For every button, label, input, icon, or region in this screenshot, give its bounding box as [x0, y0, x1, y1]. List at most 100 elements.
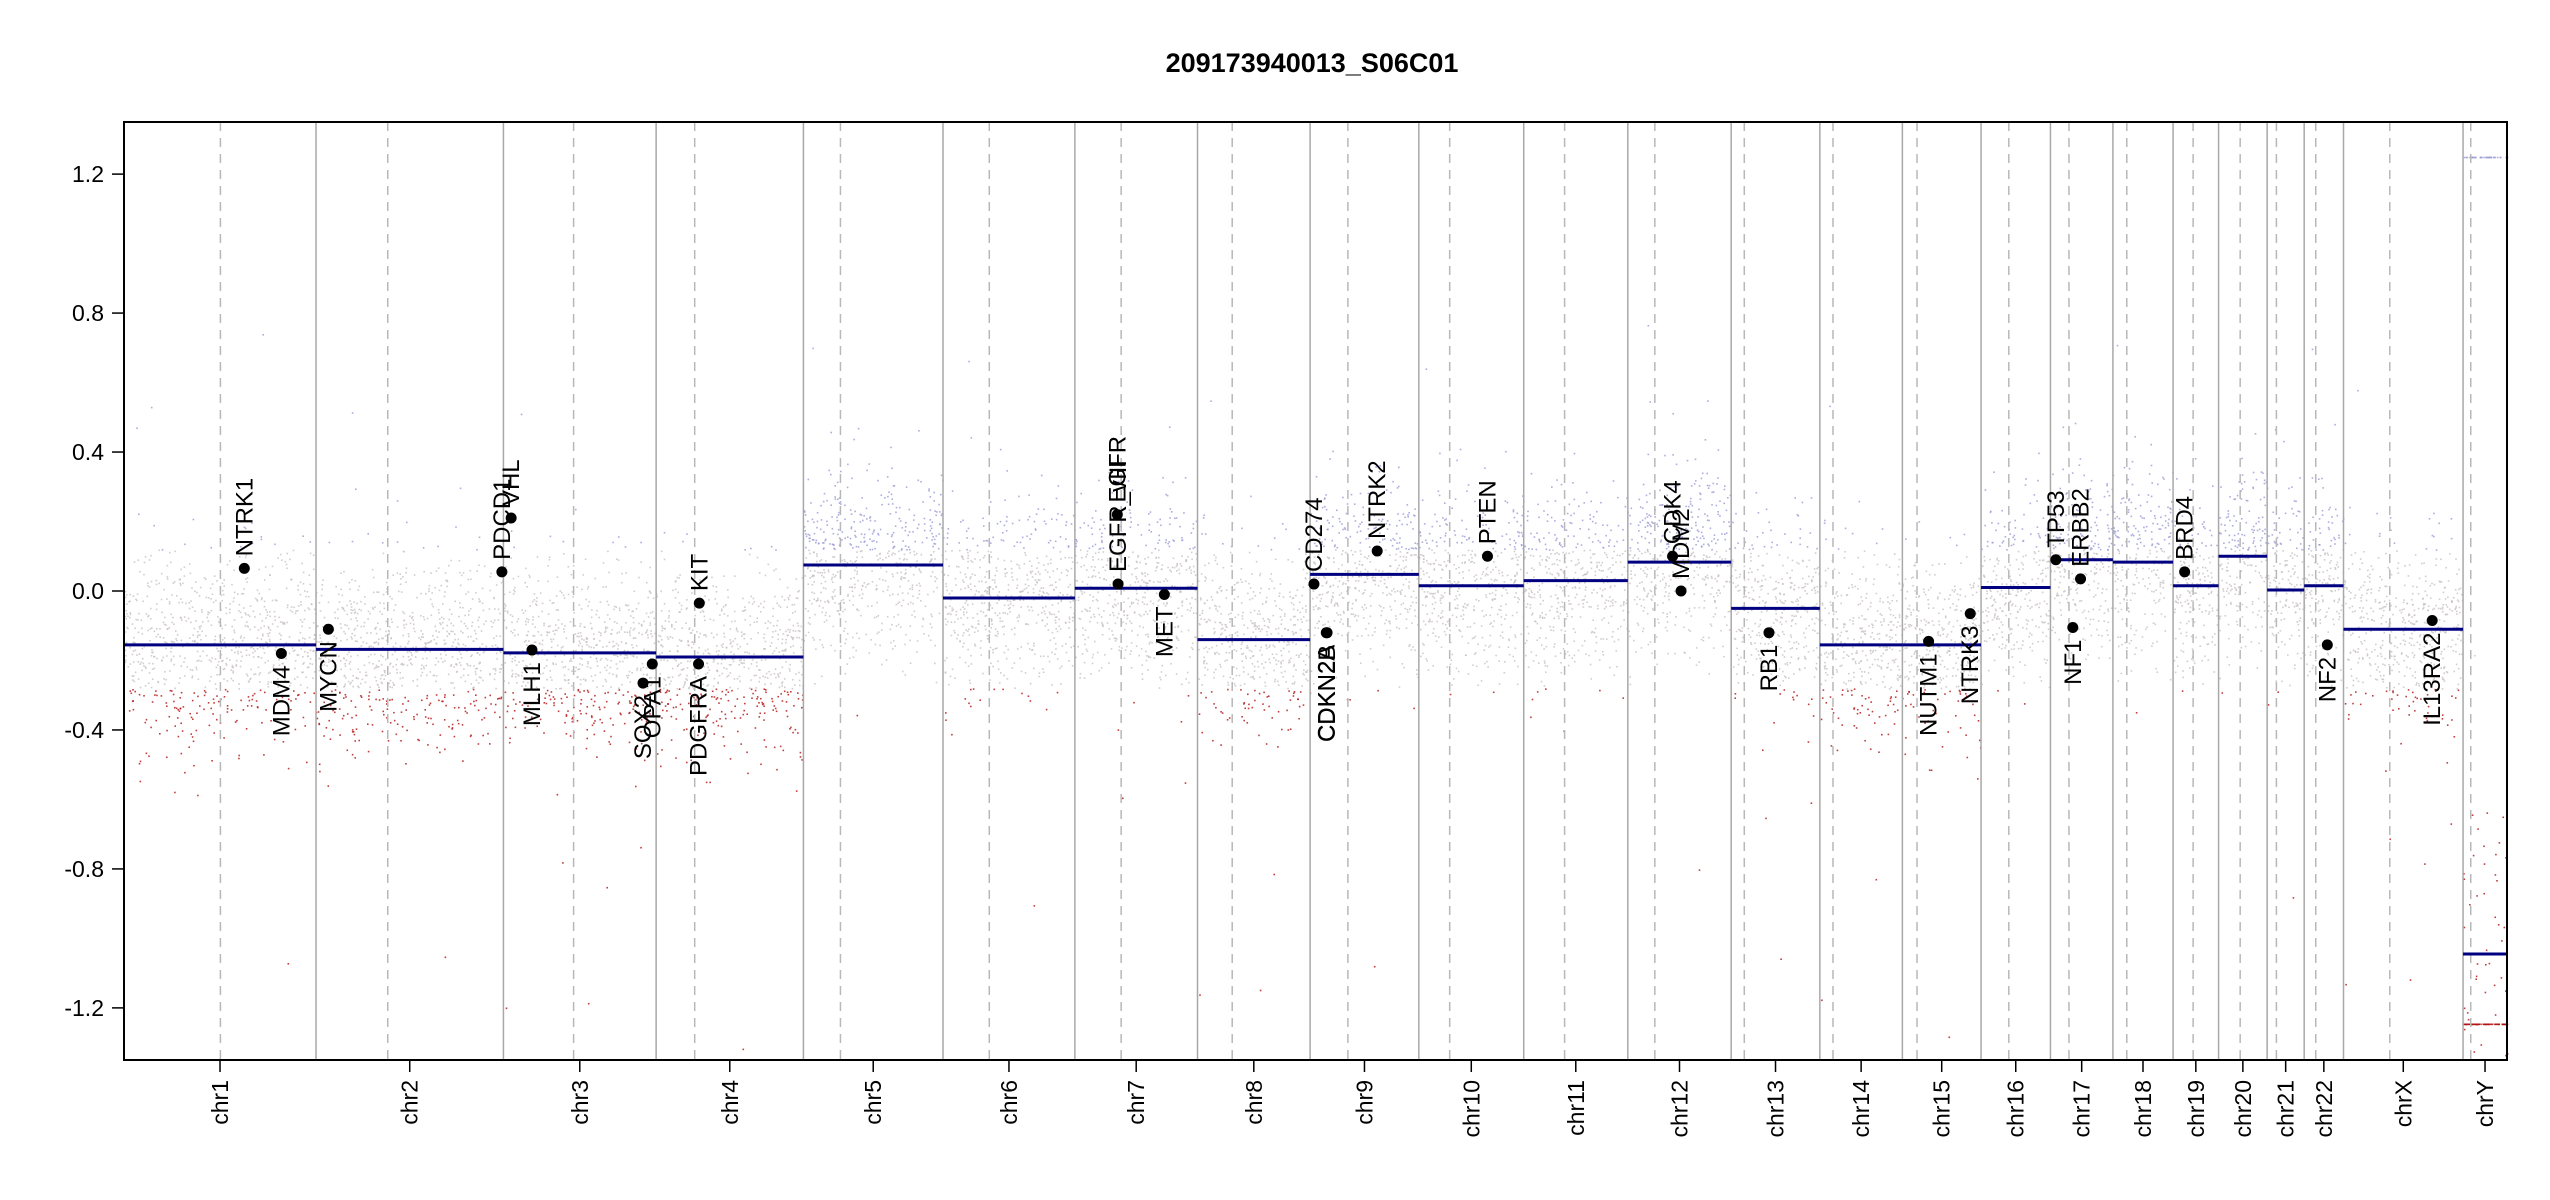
- probe-point: [475, 679, 478, 682]
- probe-point: [677, 665, 679, 667]
- probe-point: [553, 698, 556, 700]
- probe-point: [400, 711, 403, 713]
- probe-point: [659, 635, 662, 638]
- probe-point: [405, 709, 407, 711]
- probe-point: [1154, 547, 1157, 550]
- probe-point: [1090, 566, 1093, 568]
- probe-point: [470, 578, 472, 580]
- probe-point: [774, 595, 776, 598]
- probe-point: [366, 632, 368, 634]
- probe-point: [631, 610, 633, 613]
- probe-point: [813, 575, 815, 577]
- probe-point: [932, 590, 935, 593]
- probe-point: [290, 606, 293, 608]
- probe-point: [233, 591, 236, 594]
- probe-point: [727, 691, 730, 693]
- probe-point: [1185, 559, 1187, 562]
- probe-point: [1086, 610, 1089, 612]
- probe-point: [721, 690, 724, 693]
- probe-point: [563, 553, 565, 555]
- probe-point: [299, 619, 302, 621]
- probe-point: [877, 532, 879, 535]
- probe-point: [1269, 644, 1271, 647]
- probe-point: [243, 588, 245, 590]
- probe-point: [427, 744, 429, 746]
- probe-point: [1247, 647, 1249, 649]
- probe-point: [1261, 663, 1263, 665]
- probe-point: [1220, 633, 1222, 636]
- probe-point: [381, 613, 383, 615]
- probe-point: [271, 623, 274, 625]
- probe-point: [151, 651, 153, 654]
- probe-point: [1097, 558, 1100, 561]
- probe-point: [876, 541, 878, 543]
- probe-point: [578, 668, 581, 670]
- probe-point: [833, 547, 835, 550]
- probe-point: [241, 639, 244, 642]
- probe-point: [331, 683, 334, 685]
- probe-point: [214, 658, 217, 660]
- probe-point: [314, 671, 316, 673]
- probe-point: [970, 654, 972, 657]
- probe-point: [500, 696, 503, 699]
- probe-point: [1002, 612, 1004, 614]
- probe-point: [930, 554, 933, 556]
- probe-point: [247, 626, 250, 628]
- probe-point: [708, 653, 711, 655]
- probe-point: [500, 697, 502, 700]
- probe-point: [698, 636, 700, 638]
- probe-point: [967, 560, 969, 563]
- probe-point: [321, 584, 324, 586]
- probe-point: [1203, 647, 1205, 650]
- probe-point: [194, 590, 196, 593]
- probe-point: [1138, 613, 1141, 616]
- probe-point: [1219, 585, 1222, 588]
- probe-point: [472, 688, 475, 691]
- probe-point: [1039, 655, 1042, 658]
- probe-point: [316, 625, 319, 627]
- probe-point: [1122, 621, 1124, 623]
- probe-point: [576, 586, 578, 588]
- probe-point: [613, 605, 616, 608]
- probe-point: [426, 697, 428, 700]
- probe-point: [525, 639, 527, 642]
- probe-point: [343, 686, 345, 688]
- probe-point: [1229, 646, 1231, 648]
- probe-point: [836, 519, 839, 522]
- probe-point: [352, 675, 354, 677]
- probe-point: [693, 696, 695, 699]
- probe-point: [1038, 675, 1041, 678]
- probe-point: [965, 600, 968, 602]
- probe-point: [868, 463, 871, 465]
- probe-point: [561, 623, 563, 625]
- probe-point: [1226, 719, 1229, 721]
- probe-point: [1135, 560, 1138, 563]
- probe-point: [578, 635, 580, 638]
- probe-point: [967, 567, 969, 569]
- probe-point: [1123, 610, 1125, 612]
- probe-point: [706, 672, 709, 674]
- probe-point: [1038, 672, 1041, 674]
- probe-point: [1121, 647, 1123, 649]
- probe-point: [126, 603, 128, 605]
- probe-point: [990, 542, 992, 544]
- probe-point: [886, 533, 889, 535]
- probe-point: [339, 734, 341, 736]
- probe-point: [604, 678, 607, 681]
- probe-point: [740, 662, 742, 664]
- probe-point: [1072, 616, 1075, 619]
- probe-point: [377, 665, 380, 668]
- probe-point: [402, 634, 404, 637]
- probe-point: [1260, 587, 1262, 590]
- probe-point: [732, 660, 735, 663]
- probe-point: [164, 641, 166, 643]
- probe-point: [337, 593, 340, 596]
- probe-point: [389, 663, 391, 666]
- probe-point: [938, 503, 940, 506]
- probe-point: [1162, 621, 1165, 623]
- probe-point: [261, 645, 264, 648]
- probe-point: [517, 618, 520, 620]
- probe-point: [962, 623, 965, 626]
- probe-point: [488, 608, 491, 610]
- probe-point: [715, 591, 718, 593]
